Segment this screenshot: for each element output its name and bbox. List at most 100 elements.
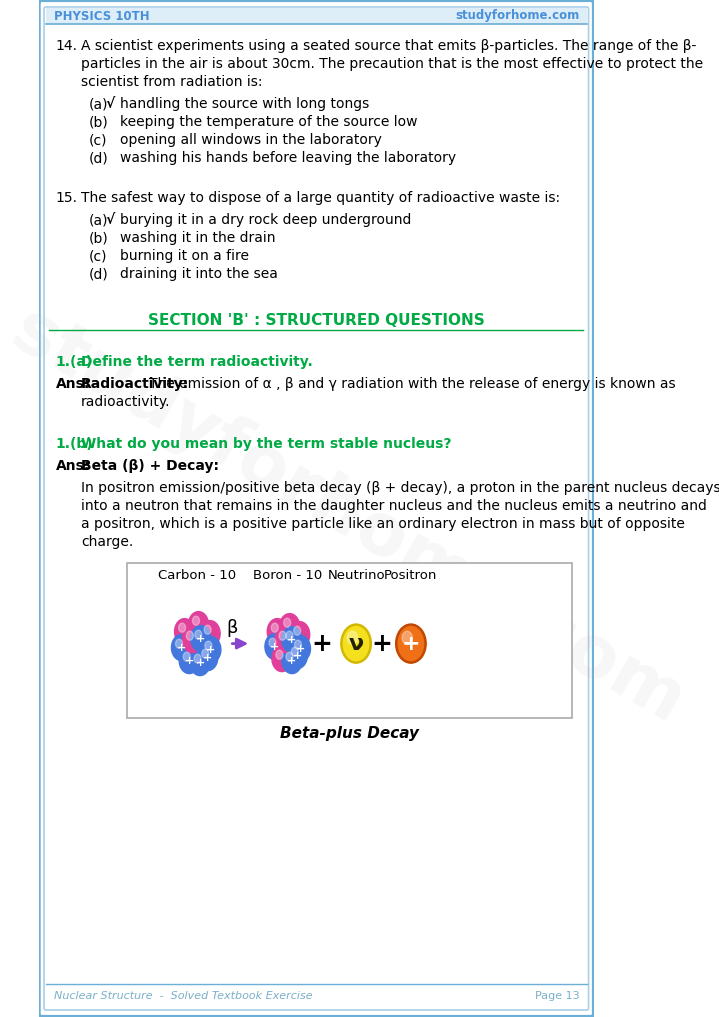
Text: √: √ bbox=[106, 213, 115, 227]
Circle shape bbox=[271, 623, 278, 633]
Text: (b): (b) bbox=[89, 231, 109, 245]
FancyBboxPatch shape bbox=[45, 8, 587, 24]
Text: +: + bbox=[177, 643, 186, 653]
Text: Neutrino: Neutrino bbox=[327, 569, 385, 582]
Circle shape bbox=[282, 626, 302, 653]
Text: washing it in the drain: washing it in the drain bbox=[120, 231, 275, 245]
Text: +: + bbox=[311, 632, 332, 656]
Text: keeping the temperature of the source low: keeping the temperature of the source lo… bbox=[120, 115, 417, 129]
Circle shape bbox=[183, 652, 191, 661]
Circle shape bbox=[347, 632, 357, 645]
Text: β: β bbox=[226, 618, 238, 637]
Text: Ans:: Ans: bbox=[55, 377, 90, 391]
Text: studyforhome.com: studyforhome.com bbox=[0, 296, 696, 738]
Text: +: + bbox=[185, 656, 194, 665]
FancyBboxPatch shape bbox=[127, 563, 572, 718]
Text: +: + bbox=[288, 656, 297, 665]
Circle shape bbox=[269, 638, 276, 647]
Circle shape bbox=[283, 618, 290, 627]
Text: Beta (β) + Decay:: Beta (β) + Decay: bbox=[81, 459, 219, 473]
Circle shape bbox=[293, 626, 301, 636]
Circle shape bbox=[295, 640, 301, 649]
Circle shape bbox=[175, 639, 183, 648]
Circle shape bbox=[193, 616, 199, 625]
Circle shape bbox=[290, 636, 311, 662]
Text: +: + bbox=[270, 642, 280, 652]
Circle shape bbox=[286, 652, 293, 661]
Text: +: + bbox=[203, 653, 212, 663]
Text: (b): (b) bbox=[89, 115, 109, 129]
Circle shape bbox=[282, 648, 302, 673]
Text: draining it into the sea: draining it into the sea bbox=[120, 267, 278, 281]
Text: (d): (d) bbox=[89, 267, 109, 281]
Circle shape bbox=[275, 626, 295, 653]
Text: In positron emission/positive beta decay (β + decay), a proton in the parent nuc: In positron emission/positive beta decay… bbox=[81, 481, 719, 495]
Text: +: + bbox=[288, 635, 297, 645]
Circle shape bbox=[402, 632, 413, 645]
Circle shape bbox=[186, 632, 193, 641]
Text: +: + bbox=[293, 651, 302, 661]
Circle shape bbox=[200, 620, 220, 647]
Circle shape bbox=[195, 631, 202, 640]
Text: charge.: charge. bbox=[81, 535, 133, 549]
Circle shape bbox=[201, 637, 221, 663]
Circle shape bbox=[279, 632, 286, 641]
Text: particles in the air is about 30cm. The precaution that is the most effective to: particles in the air is about 30cm. The … bbox=[81, 57, 703, 71]
Circle shape bbox=[171, 635, 191, 661]
Text: Positron: Positron bbox=[384, 569, 438, 582]
Circle shape bbox=[175, 618, 195, 645]
Text: Page 13: Page 13 bbox=[535, 991, 580, 1001]
Text: 1.(b): 1.(b) bbox=[55, 437, 93, 451]
Text: The emission of α , β and γ radiation with the release of energy is known as: The emission of α , β and γ radiation wi… bbox=[149, 377, 676, 391]
Circle shape bbox=[179, 648, 199, 673]
Text: scientist from radiation is:: scientist from radiation is: bbox=[81, 75, 262, 89]
Circle shape bbox=[267, 618, 288, 645]
Text: radioactivity.: radioactivity. bbox=[81, 395, 170, 409]
Text: studyforhome.com: studyforhome.com bbox=[455, 9, 580, 22]
Text: Define the term radioactivity.: Define the term radioactivity. bbox=[81, 355, 313, 369]
Text: +: + bbox=[371, 632, 392, 656]
Text: 1.(a): 1.(a) bbox=[55, 355, 93, 369]
Text: Boron - 10: Boron - 10 bbox=[254, 569, 323, 582]
Text: What do you mean by the term stable nucleus?: What do you mean by the term stable nucl… bbox=[81, 437, 452, 451]
Text: washing his hands before leaving the laboratory: washing his hands before leaving the lab… bbox=[120, 151, 456, 165]
Circle shape bbox=[286, 632, 293, 641]
Circle shape bbox=[342, 624, 371, 663]
Circle shape bbox=[178, 623, 186, 633]
Text: (a): (a) bbox=[89, 97, 109, 111]
Circle shape bbox=[204, 625, 211, 635]
Text: Beta-plus Decay: Beta-plus Decay bbox=[280, 726, 419, 741]
FancyBboxPatch shape bbox=[44, 7, 589, 1010]
Circle shape bbox=[183, 626, 202, 653]
Circle shape bbox=[202, 649, 209, 658]
Text: a positron, which is a positive particle like an ordinary electron in mass but o: a positron, which is a positive particle… bbox=[81, 517, 685, 531]
Text: +: + bbox=[206, 645, 216, 655]
Circle shape bbox=[291, 647, 298, 656]
Circle shape bbox=[194, 654, 201, 663]
Circle shape bbox=[188, 611, 209, 638]
Text: (a): (a) bbox=[89, 213, 109, 227]
Text: opening all windows in the laboratory: opening all windows in the laboratory bbox=[120, 133, 382, 147]
Circle shape bbox=[290, 621, 310, 648]
Text: into a neutron that remains in the daughter nucleus and the nucleus emits a neut: into a neutron that remains in the daugh… bbox=[81, 499, 707, 513]
Text: (c): (c) bbox=[89, 133, 107, 147]
Circle shape bbox=[191, 625, 211, 652]
Circle shape bbox=[288, 643, 308, 668]
Text: +: + bbox=[296, 644, 305, 654]
Circle shape bbox=[265, 634, 285, 660]
Text: Ans:: Ans: bbox=[55, 459, 90, 473]
Text: Nuclear Structure  -  Solved Textbook Exercise: Nuclear Structure - Solved Textbook Exer… bbox=[54, 991, 313, 1001]
Text: (c): (c) bbox=[89, 249, 107, 263]
Text: SECTION 'B' : STRUCTURED QUESTIONS: SECTION 'B' : STRUCTURED QUESTIONS bbox=[148, 313, 485, 328]
Circle shape bbox=[205, 641, 212, 650]
Circle shape bbox=[190, 650, 210, 675]
Text: +: + bbox=[196, 658, 205, 667]
Circle shape bbox=[280, 613, 300, 640]
Circle shape bbox=[198, 645, 218, 670]
Text: 14.: 14. bbox=[55, 39, 78, 53]
Circle shape bbox=[396, 624, 426, 663]
Circle shape bbox=[272, 646, 292, 671]
Text: (d): (d) bbox=[89, 151, 109, 165]
Text: handling the source with long tongs: handling the source with long tongs bbox=[120, 97, 369, 111]
Text: +: + bbox=[196, 634, 206, 644]
